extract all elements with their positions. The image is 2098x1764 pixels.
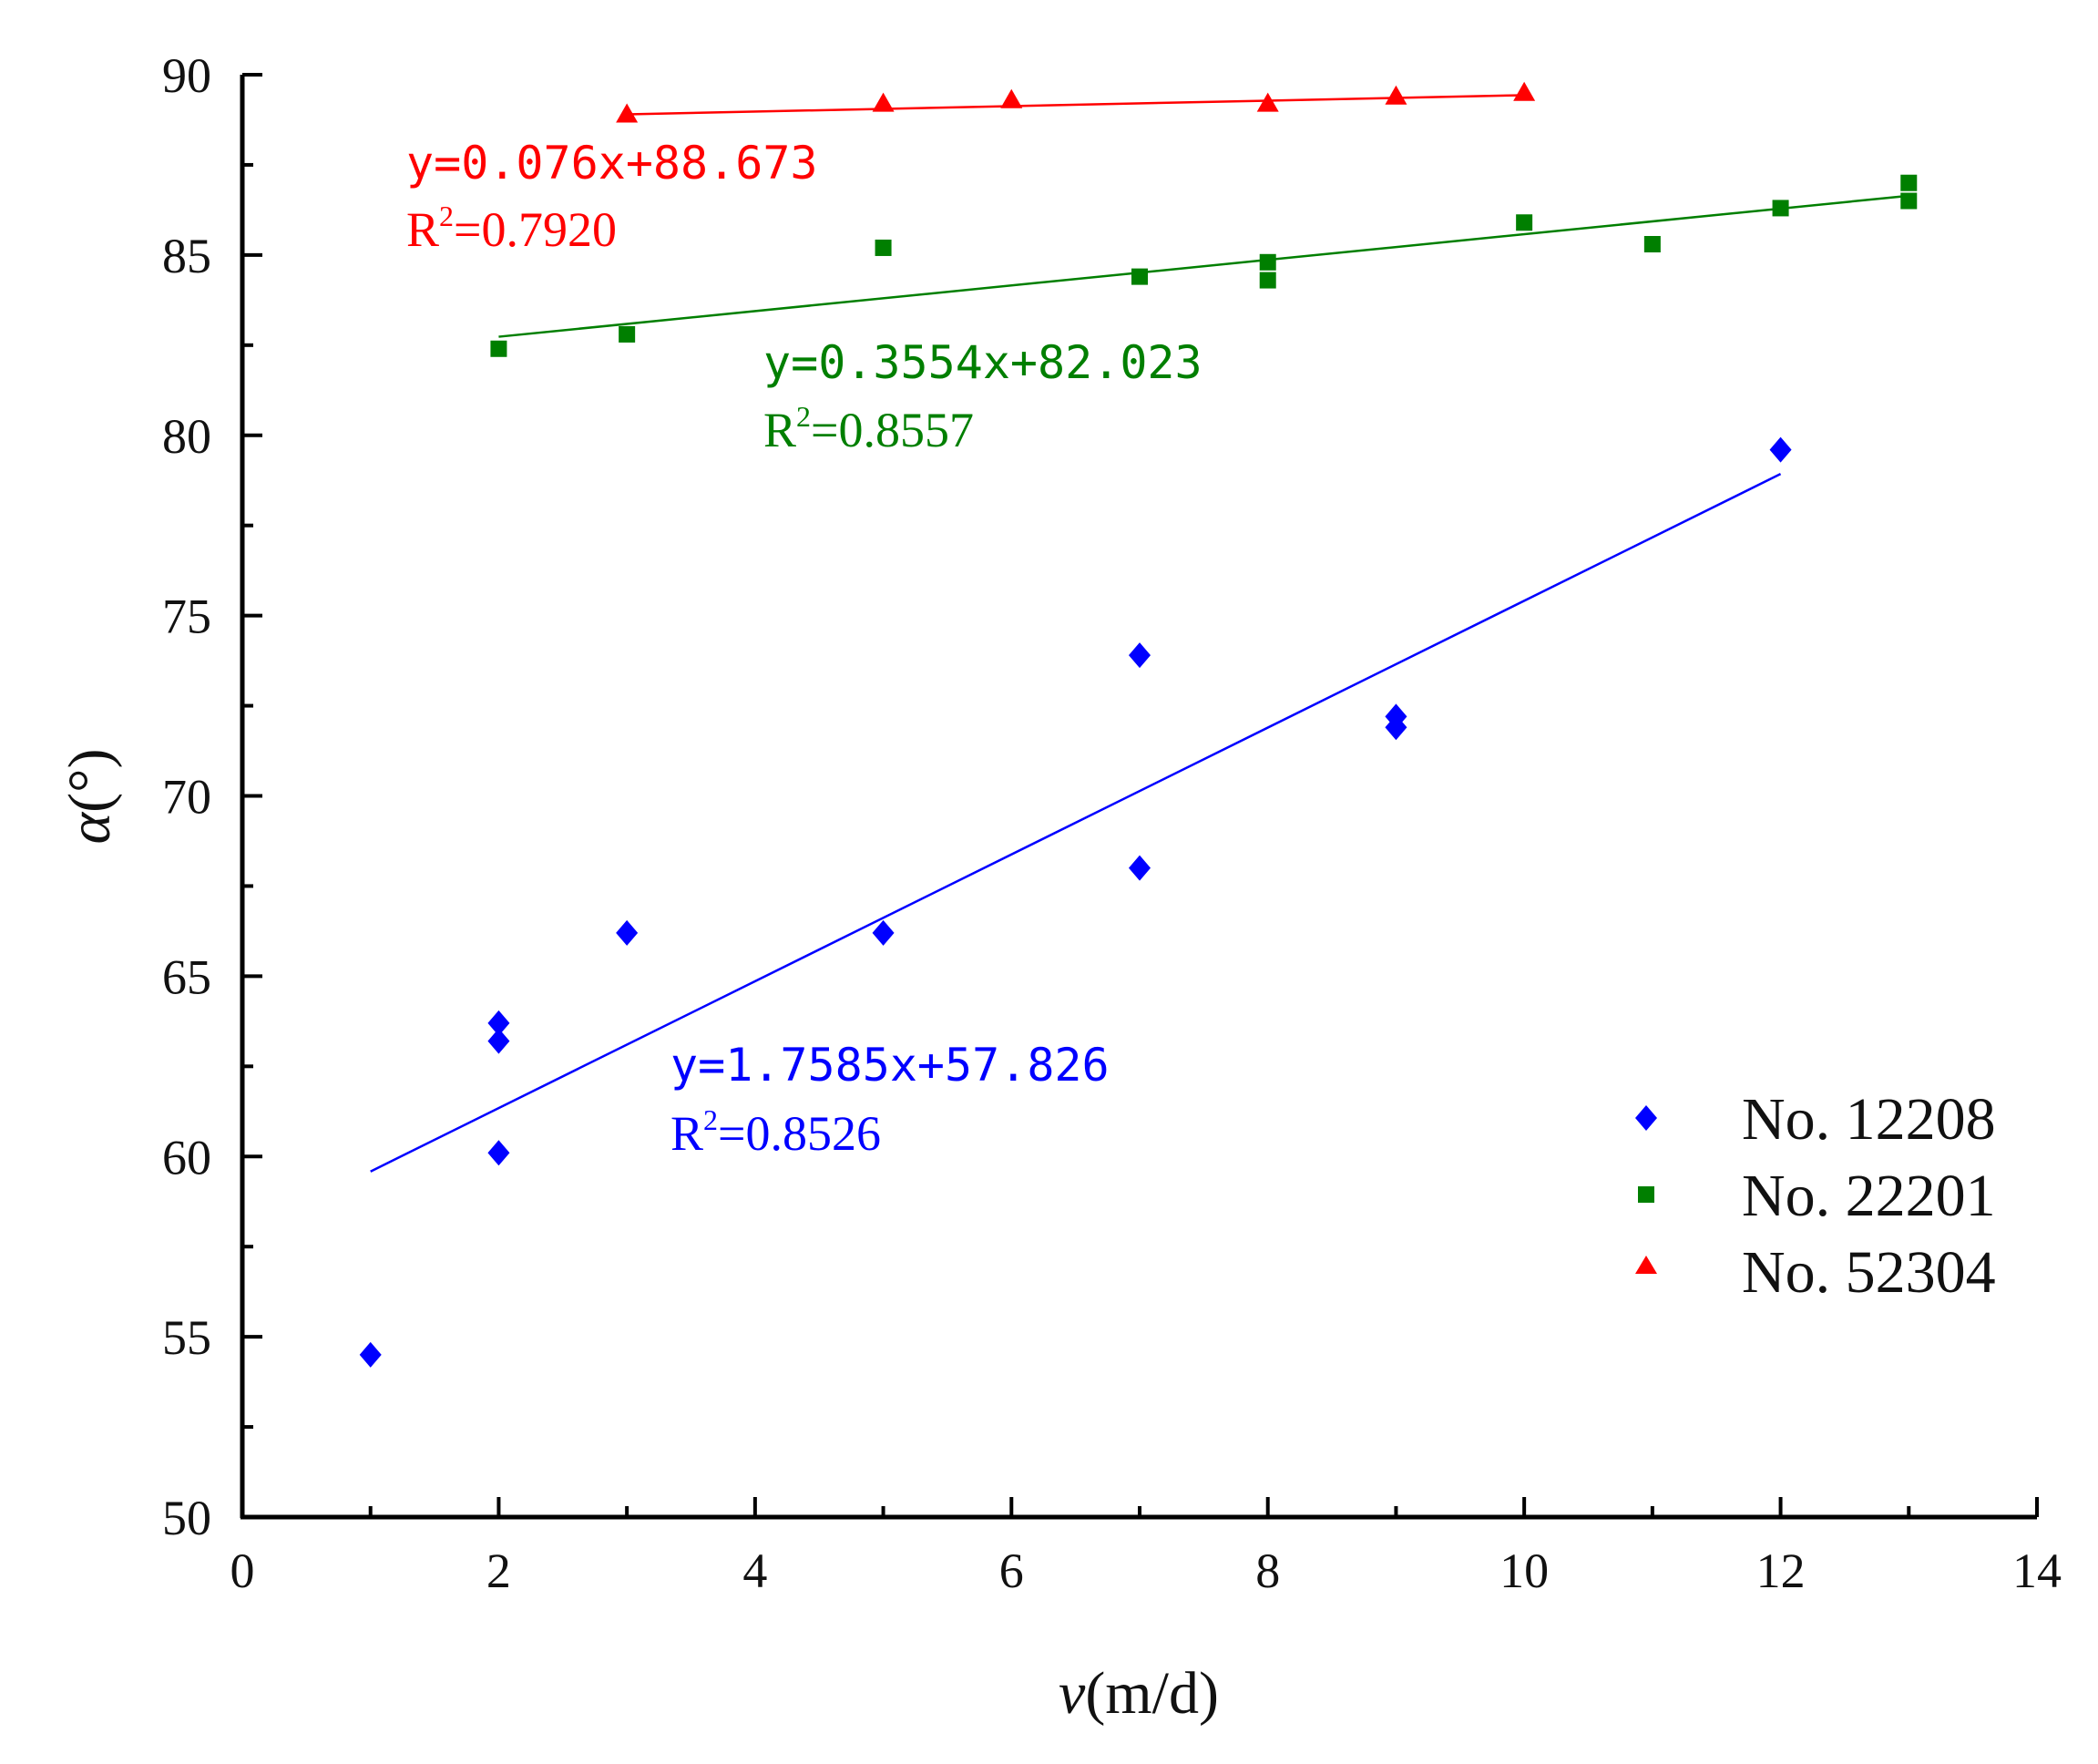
data-point-diamond — [1129, 855, 1151, 881]
data-point-diamond — [1769, 436, 1792, 463]
data-point-square — [490, 340, 507, 357]
legend-label-12208: No. 12208 — [1742, 1086, 1996, 1153]
x-axis-title-unit: (m/d) — [1085, 1660, 1219, 1727]
x-tick-label: 14 — [2012, 1544, 2062, 1598]
y-tick-label: 50 — [162, 1491, 211, 1545]
annotation-22201: y=0.3554x+82.023 R2=0.8557 — [763, 336, 1203, 457]
legend-label-52304: No. 52304 — [1742, 1239, 1996, 1306]
x-tick-label: 0 — [230, 1544, 255, 1598]
y-tick-label: 60 — [162, 1130, 211, 1185]
data-point-square — [1259, 272, 1276, 289]
data-point-square — [1772, 200, 1789, 217]
data-point-diamond — [616, 919, 639, 946]
tick-labels: 0 2 4 6 8 10 12 14 50 55 60 65 70 75 80 85 90 — [162, 48, 2062, 1598]
legend-marker-diamond — [1635, 1105, 1657, 1131]
r2-22201: R2=0.8557 — [763, 400, 974, 457]
fit-line — [627, 94, 1525, 116]
data-point-triangle — [616, 103, 639, 123]
y-axis-title-unit: (°) — [56, 748, 123, 812]
data-point-square — [1259, 253, 1276, 271]
x-tick-label: 4 — [742, 1544, 767, 1598]
legend: No. 12208 No. 22201 No. 52304 — [1635, 1086, 1996, 1306]
y-tick-label: 85 — [162, 229, 211, 283]
data-point-diamond — [872, 919, 895, 946]
data-point-square — [1900, 174, 1918, 191]
y-tick-label: 90 — [162, 48, 211, 103]
y-tick-label: 70 — [162, 770, 211, 825]
fit-line — [498, 194, 1909, 338]
equation-52304: y=0.076x+88.673 — [406, 137, 818, 190]
data-point-square — [1516, 214, 1533, 231]
x-axis-title-var: v — [1059, 1660, 1086, 1727]
y-axis-title-var: α — [56, 812, 123, 845]
x-axis-title: v(m/d) — [1059, 1660, 1219, 1727]
legend-item-12208: No. 12208 — [1635, 1086, 1996, 1153]
data-point-square — [1900, 192, 1918, 210]
data-point-square — [875, 239, 892, 256]
data-point-triangle — [1000, 88, 1023, 108]
fit-line — [370, 473, 1782, 1173]
y-tick-label: 55 — [162, 1310, 211, 1365]
y-axis-title: α(°) — [56, 748, 123, 844]
fit-lines — [370, 94, 1909, 1173]
data-point-square — [619, 325, 636, 343]
data-points — [359, 81, 1918, 1368]
annotation-52304: y=0.076x+88.673 R2=0.7920 — [406, 137, 818, 257]
data-point-diamond — [359, 1341, 382, 1368]
data-point-triangle — [872, 92, 895, 112]
data-point-square — [1643, 236, 1661, 253]
x-tick-label: 12 — [1756, 1544, 1806, 1598]
legend-item-52304: No. 52304 — [1635, 1239, 1996, 1306]
y-tick-label: 65 — [162, 949, 211, 1004]
x-tick-label: 2 — [486, 1544, 511, 1598]
annotation-12208: y=1.7585x+57.826 R2=0.8526 — [670, 1039, 1110, 1161]
equation-22201: y=0.3554x+82.023 — [763, 336, 1203, 389]
r2-52304: R2=0.7920 — [406, 200, 617, 257]
data-point-triangle — [1385, 85, 1407, 105]
data-point-diamond — [487, 1140, 510, 1166]
legend-item-22201: No. 22201 — [1638, 1163, 1996, 1229]
data-point-diamond — [1129, 642, 1151, 669]
data-point-diamond — [487, 1028, 510, 1054]
ticks — [241, 73, 2039, 1519]
x-tick-label: 6 — [999, 1544, 1024, 1598]
data-point-square — [1131, 268, 1148, 285]
data-point-diamond — [487, 1010, 510, 1036]
y-tick-label: 75 — [162, 590, 211, 644]
data-point-triangle — [1256, 92, 1279, 112]
data-point-diamond — [1385, 703, 1407, 730]
y-tick-label: 80 — [162, 409, 211, 464]
r2-12208: R2=0.8526 — [670, 1103, 881, 1161]
data-point-triangle — [1513, 81, 1536, 101]
equation-12208: y=1.7585x+57.826 — [670, 1039, 1110, 1092]
x-tick-label: 10 — [1499, 1544, 1549, 1598]
legend-label-22201: No. 22201 — [1742, 1163, 1996, 1229]
x-tick-label: 8 — [1255, 1544, 1280, 1598]
legend-marker-triangle — [1635, 1256, 1657, 1274]
legend-marker-square — [1638, 1186, 1654, 1203]
